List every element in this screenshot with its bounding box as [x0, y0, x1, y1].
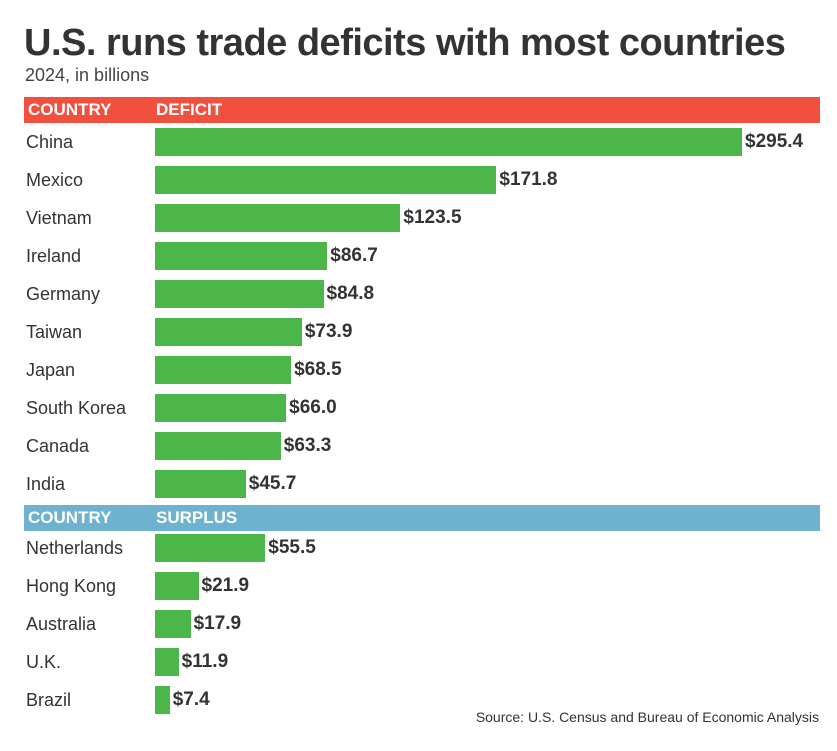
category-label: South Korea [26, 398, 127, 418]
bar [155, 242, 328, 270]
bar [155, 356, 292, 384]
category-label: Taiwan [26, 322, 83, 342]
data-label: $68.5 [294, 359, 342, 380]
bar [155, 470, 246, 498]
category-label: Netherlands [26, 538, 124, 558]
bar [155, 648, 179, 676]
data-label: $73.9 [304, 321, 353, 342]
category-label: China [26, 132, 74, 152]
data-label: $11.9 [181, 651, 229, 672]
category-label: Canada [26, 436, 90, 456]
bar [155, 204, 401, 232]
chart-title: U.S. runs trade deficits with most count… [24, 22, 786, 64]
data-label: $45.7 [248, 473, 297, 494]
category-label: India [26, 474, 66, 494]
category-label: Mexico [26, 170, 84, 190]
chart-subtitle: 2024, in billions [25, 65, 150, 85]
bar [155, 610, 191, 638]
bar [155, 534, 266, 562]
bar [155, 432, 281, 460]
bar [155, 572, 199, 600]
data-label: $171.8 [499, 169, 558, 190]
bar [155, 166, 497, 194]
deficit-section-header: COUNTRY DEFICIT [24, 97, 820, 123]
category-label: Vietnam [26, 208, 92, 228]
bar [155, 128, 742, 156]
category-label: Ireland [26, 246, 82, 266]
data-label: $295.4 [745, 131, 804, 152]
bar [155, 318, 302, 346]
bar [155, 686, 170, 714]
data-label: $21.9 [201, 575, 250, 596]
header-country-label: COUNTRY [28, 100, 112, 119]
category-label: Australia [26, 614, 97, 634]
data-label: $123.5 [403, 207, 462, 228]
data-label: $86.7 [330, 245, 378, 266]
header-value-label: DEFICIT [156, 100, 223, 119]
data-label: $84.8 [326, 283, 375, 304]
category-label: U.K. [26, 652, 62, 672]
category-label: Hong Kong [26, 576, 117, 596]
data-label: $63.3 [283, 435, 332, 456]
data-label: $17.9 [193, 613, 242, 634]
data-label: $66.0 [289, 397, 337, 418]
header-country-label: COUNTRY [28, 508, 112, 527]
surplus-section-header: COUNTRY SURPLUS [24, 505, 820, 531]
bar [155, 394, 287, 422]
category-label: Japan [26, 360, 76, 380]
category-label: Brazil [26, 690, 72, 710]
category-label: Germany [26, 284, 101, 304]
source-note: Source: U.S. Census and Bureau of Econom… [475, 709, 819, 725]
bar [155, 280, 324, 308]
data-label: $7.4 [172, 689, 210, 710]
data-label: $55.5 [268, 537, 316, 558]
header-value-label: SURPLUS [156, 508, 238, 527]
